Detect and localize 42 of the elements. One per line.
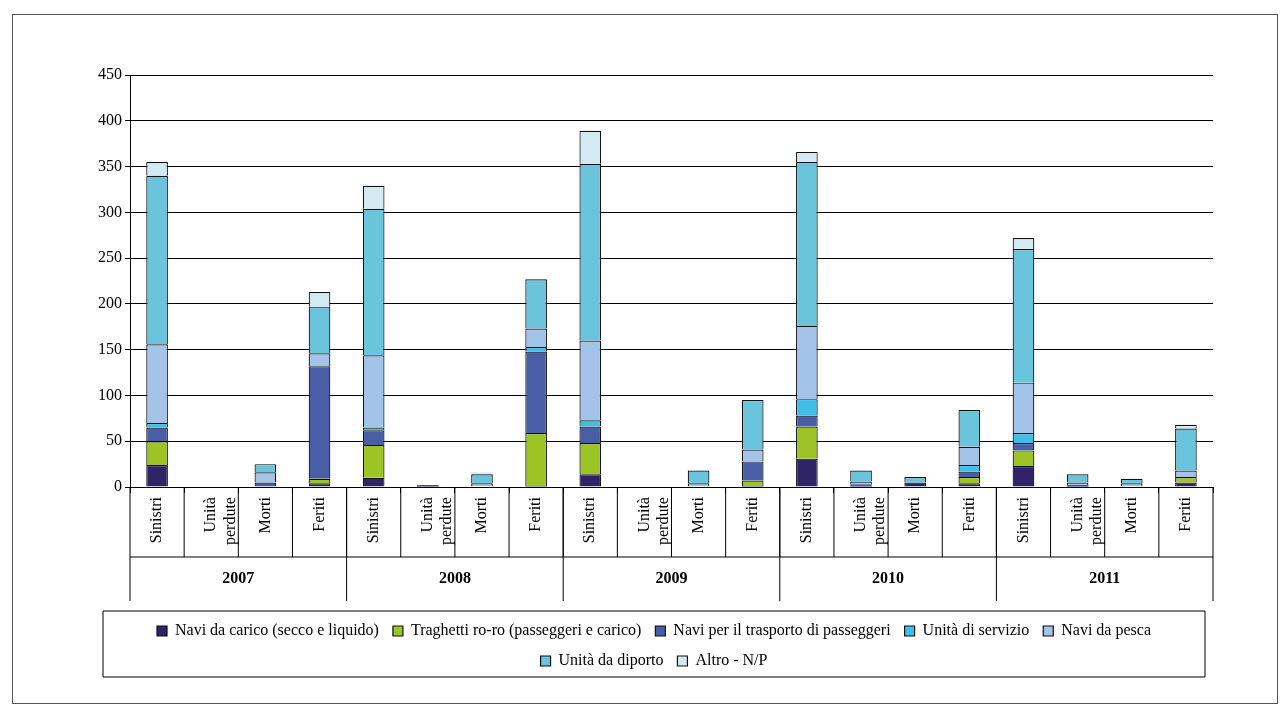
text: 2011 (1089, 569, 1121, 587)
legend-label: Navi da pesca (1061, 621, 1151, 640)
x-tick-label: Feriti (309, 496, 327, 532)
y-tick-label: 350 (98, 156, 122, 174)
x-tick-label: Sinistri (363, 496, 381, 544)
x-tick-label: Sinistri (797, 496, 815, 544)
y-tick-label: 400 (98, 110, 122, 128)
x-tick-label: Unità perdute (418, 497, 456, 546)
y-tick-label: 450 (98, 65, 122, 83)
legend-label: Traghetti ro-ro (passeggeri e carico) (410, 621, 642, 640)
x-tick-label: Feriti (742, 496, 760, 532)
x-tick-label: Sinistri (147, 496, 165, 544)
x-tick-label: Morti (472, 496, 490, 534)
text: 2009 (655, 569, 688, 587)
text: 2007 (222, 569, 255, 587)
y-tick-label: 50 (106, 431, 122, 449)
x-tick-label: Unità perdute (1067, 497, 1106, 546)
y-tick-label: 250 (98, 248, 122, 266)
x-tick-label: Morti (255, 496, 273, 534)
y-tick-label: 300 (98, 202, 122, 220)
legend-label: Navi da carico (secco e liquido) (175, 621, 379, 640)
y-tick-label: 0 (114, 477, 122, 495)
x-tick-label: Unità perdute (634, 497, 672, 546)
y-tick-label: 100 (98, 385, 122, 403)
text: 2010 (872, 569, 905, 587)
legend-label: Altro - N/P (695, 651, 768, 669)
text: 2008 (438, 569, 471, 587)
x-tick-label: Morti (688, 496, 706, 534)
legend-label: Unità di servizio (922, 621, 1030, 639)
x-tick-label: Sinistri (580, 496, 598, 544)
legend-label: Navi per il trasporto di passeggeri (673, 621, 892, 640)
legend-label: Unità da diporto (558, 651, 664, 670)
x-tick-label: Feriti (959, 496, 977, 532)
x-tick-label: Feriti (526, 496, 544, 532)
x-tick-label: Morti (1121, 496, 1139, 534)
y-tick-label: 200 (98, 294, 122, 312)
x-tick-label: Unità perdute (201, 497, 239, 546)
x-tick-label: Sinistri (1013, 496, 1031, 544)
x-tick-label: Unità perdute (851, 497, 889, 546)
x-tick-label: Morti (905, 496, 923, 534)
x-tick-label: Feriti (1176, 496, 1194, 532)
y-tick-label: 150 (98, 339, 122, 357)
